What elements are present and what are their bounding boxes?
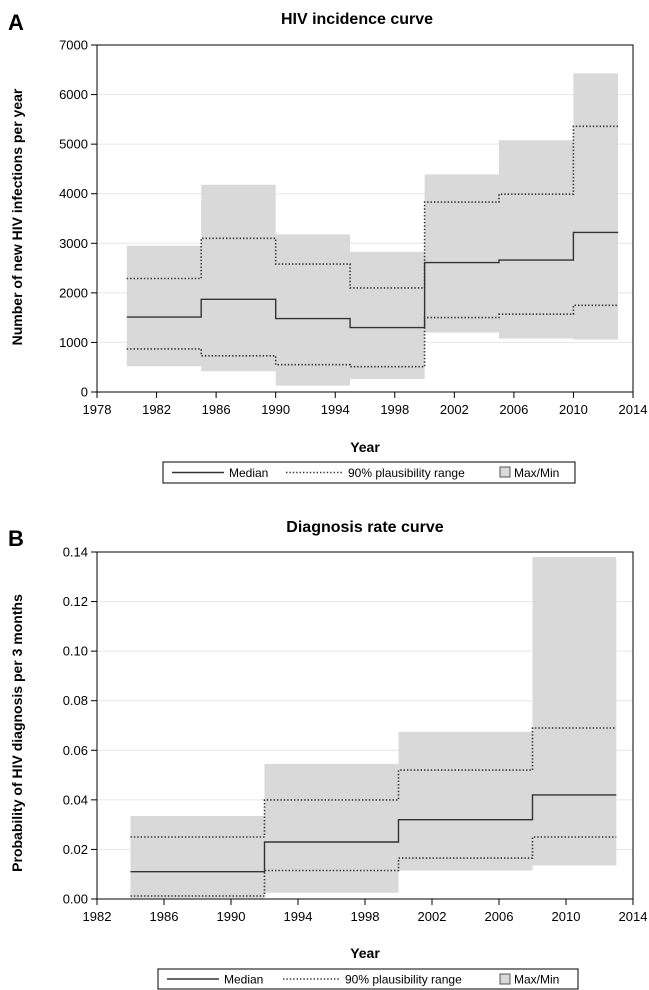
y-tick-label-a-2: 2000 <box>59 285 88 300</box>
x-tick-label-b-7: 2010 <box>552 909 581 924</box>
panel-b-series <box>130 727 617 897</box>
panel-a-legend-range: 90% plausibility range <box>348 466 465 480</box>
y-tick-label-a-4: 4000 <box>59 186 88 201</box>
x-tick-label-b-5: 2002 <box>418 909 447 924</box>
x-tick-label-a-2: 1986 <box>202 402 231 417</box>
x-tick-label-b-2: 1990 <box>217 909 246 924</box>
panel-a-legend-box <box>162 461 576 484</box>
panel-a: A HIV incidence curve 1978 1982 1986 1990 19… <box>8 10 648 484</box>
panel-a-letter: A <box>8 10 24 35</box>
panel-a-legend-median: Median <box>229 466 268 480</box>
panel-a-y-axis: 0 1000 2000 3000 4000 5000 6000 7000 <box>59 38 97 400</box>
panel-b-x-axis: 1982 1986 1990 1994 1998 2002 2006 2010 2014 <box>83 899 648 924</box>
plausibility-upper-line <box>126 125 619 289</box>
y-tick-label-b-1: 0.02 <box>63 842 88 857</box>
x-tick-label-a-4: 1994 <box>321 402 350 417</box>
panel-b-y-axis-label: Probability of HIV diagnosis per 3 month… <box>9 594 25 872</box>
panel-b-letter: B <box>8 526 24 551</box>
band-max-min <box>126 73 619 386</box>
x-tick-label-b-3: 1994 <box>284 909 313 924</box>
panel-b-title: Diagnosis rate curve <box>286 519 444 536</box>
y-tick-label-a-1: 1000 <box>59 335 88 350</box>
x-tick-label-a-1: 1982 <box>142 402 171 417</box>
x-tick-label-b-4: 1998 <box>351 909 380 924</box>
x-tick-label-b-0: 1982 <box>83 909 112 924</box>
panel-a-y-axis-label: Number of new HIV infections per year <box>9 88 25 345</box>
panel-a-series <box>126 125 619 368</box>
y-tick-label-b-7: 0.14 <box>63 545 88 560</box>
x-tick-label-a-7: 2006 <box>499 402 528 417</box>
panel-b-band <box>130 557 617 899</box>
x-tick-label-b-6: 2006 <box>485 909 514 924</box>
panel-b-legend-range: 90% plausibility range <box>345 973 462 987</box>
x-tick-label-a-0: 1978 <box>83 402 112 417</box>
y-tick-label-a-6: 6000 <box>59 87 88 102</box>
panel-b-legend: Median 90% plausibility range Max/Min <box>157 968 579 990</box>
y-tick-label-b-6: 0.12 <box>63 594 88 609</box>
panel-b-legend-median: Median <box>224 973 263 987</box>
panel-b-legend-box <box>157 968 579 990</box>
plausibility-lower-line <box>130 836 617 897</box>
y-tick-label-b-5: 0.10 <box>63 644 88 659</box>
y-tick-label-a-7: 7000 <box>59 38 88 53</box>
x-tick-label-a-8: 2010 <box>559 402 588 417</box>
band-max-min <box>130 557 617 899</box>
y-tick-label-b-4: 0.08 <box>63 693 88 708</box>
median-line <box>126 231 619 329</box>
panel-a-legend-maxmin-swatch <box>499 466 511 478</box>
panel-b-y-axis: 0.00 0.02 0.04 0.06 0.08 0.10 0.12 0.14 <box>63 545 97 907</box>
x-tick-label-a-6: 2002 <box>440 402 469 417</box>
y-tick-label-b-0: 0.00 <box>63 892 88 907</box>
panel-b-legend-maxmin: Max/Min <box>514 973 559 987</box>
y-tick-label-b-2: 0.04 <box>63 792 88 807</box>
median-line <box>130 794 617 873</box>
panel-a-x-axis-label: Year <box>350 439 380 455</box>
x-tick-label-b-8: 2014 <box>619 909 648 924</box>
x-tick-label-a-3: 1990 <box>261 402 290 417</box>
x-tick-label-b-1: 1986 <box>150 909 179 924</box>
panel-a-frame <box>96 44 634 393</box>
y-tick-label-b-3: 0.06 <box>63 743 88 758</box>
panel-b-x-axis-label: Year <box>350 945 380 961</box>
y-tick-label-a-5: 5000 <box>59 137 88 152</box>
x-tick-label-a-9: 2014 <box>619 402 648 417</box>
panel-a-band <box>126 73 619 386</box>
panel-b: B Diagnosis rate curve 1982 1986 1990 1994 1… <box>8 519 648 990</box>
panel-b-legend-maxmin-swatch <box>499 973 511 985</box>
y-tick-label-a-0: 0 <box>81 385 88 400</box>
panel-a-x-axis: 1978 1982 1986 1990 1994 1998 2002 2006 2010 2014 <box>83 392 648 417</box>
x-tick-label-a-5: 1998 <box>380 402 409 417</box>
plausibility-upper-line <box>130 727 617 838</box>
panel-a-legend-maxmin: Max/Min <box>514 466 559 480</box>
y-tick-label-a-3: 3000 <box>59 236 88 251</box>
panel-a-title: HIV incidence curve <box>281 11 433 28</box>
panel-a-legend: Median 90% plausibility range Max/Min <box>162 461 576 484</box>
